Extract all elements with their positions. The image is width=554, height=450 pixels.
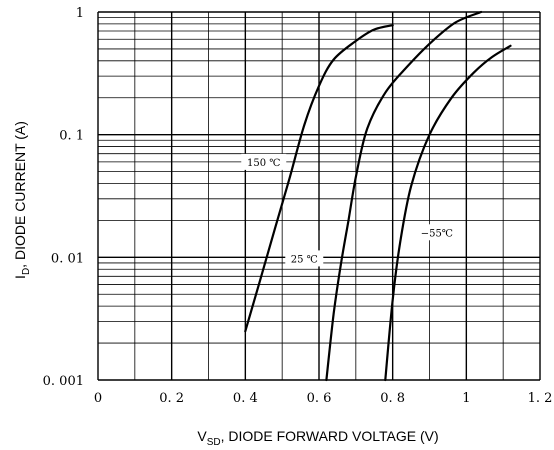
- annotation-label: 25 ℃: [291, 254, 318, 265]
- y-axis-title: ID, DIODE CURRENT (A): [12, 121, 32, 279]
- annotation-background: [241, 153, 287, 170]
- annotation-background: [417, 224, 456, 241]
- annotation-label: 150 ℃: [247, 158, 280, 169]
- x-tick-labels: 0 0. 2 0. 4 0. 6 0. 8 1 1. 2: [94, 391, 553, 406]
- annotation-background: [285, 250, 324, 267]
- y-tick-label: 0. 001: [43, 374, 84, 389]
- x-axis-title: VSD, DIODE FORWARD VOLTAGE (V): [197, 428, 438, 448]
- grid: [97, 11, 541, 381]
- annotation-label: −55℃: [421, 228, 453, 239]
- x-tick-label: 1: [462, 391, 470, 406]
- y-tick-label: 1: [76, 6, 84, 21]
- x-tick-label: 0. 4: [233, 391, 258, 406]
- x-tick-label: 0. 8: [380, 391, 405, 406]
- curves: [244, 10, 512, 382]
- x-tick-label: 0. 6: [307, 391, 332, 406]
- x-tick-label: 1. 2: [528, 391, 553, 406]
- series-line-0: [244, 24, 394, 333]
- y-tick-labels: 1 0. 1 0. 01 0. 001: [43, 6, 84, 389]
- y-tick-label: 0. 1: [59, 129, 84, 144]
- annotations: 150 ℃ 25 ℃ −55℃: [241, 153, 456, 267]
- series-line-2: [384, 44, 512, 382]
- y-tick-label: 0. 01: [51, 251, 84, 266]
- x-tick-label: 0. 2: [159, 391, 184, 406]
- series-line-1: [325, 10, 483, 382]
- x-tick-label: 0: [94, 391, 102, 406]
